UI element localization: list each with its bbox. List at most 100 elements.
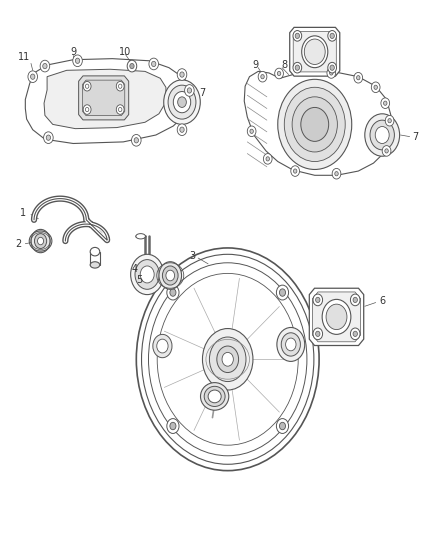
Circle shape	[371, 82, 380, 93]
Circle shape	[350, 294, 360, 306]
Circle shape	[31, 74, 35, 79]
Circle shape	[180, 127, 184, 132]
Circle shape	[277, 327, 305, 361]
Circle shape	[302, 36, 328, 68]
Polygon shape	[44, 69, 166, 128]
Ellipse shape	[90, 247, 100, 256]
Polygon shape	[82, 80, 125, 116]
Circle shape	[328, 30, 336, 41]
Circle shape	[164, 80, 200, 124]
Text: 6: 6	[380, 296, 386, 306]
Circle shape	[140, 266, 154, 283]
Circle shape	[385, 115, 394, 126]
Circle shape	[316, 331, 320, 336]
Circle shape	[316, 297, 320, 303]
Circle shape	[335, 172, 338, 176]
Circle shape	[281, 333, 300, 356]
Circle shape	[295, 65, 300, 70]
Circle shape	[136, 248, 319, 471]
Text: 5: 5	[137, 274, 143, 285]
Circle shape	[293, 62, 302, 73]
Text: 3: 3	[189, 251, 195, 261]
Circle shape	[354, 72, 363, 83]
Circle shape	[332, 168, 341, 179]
Circle shape	[127, 60, 137, 72]
Circle shape	[278, 79, 352, 169]
Circle shape	[385, 149, 389, 153]
Circle shape	[304, 39, 325, 64]
Circle shape	[177, 124, 187, 135]
Ellipse shape	[136, 233, 145, 239]
Circle shape	[250, 129, 253, 133]
Circle shape	[353, 331, 357, 336]
Circle shape	[276, 285, 289, 300]
Polygon shape	[244, 70, 391, 175]
Circle shape	[152, 61, 156, 67]
Circle shape	[295, 33, 300, 38]
Circle shape	[313, 294, 322, 306]
Circle shape	[118, 108, 122, 112]
Circle shape	[381, 98, 390, 109]
Circle shape	[322, 300, 351, 334]
Circle shape	[35, 233, 47, 248]
Circle shape	[301, 108, 328, 141]
Text: 11: 11	[18, 52, 30, 62]
Circle shape	[388, 118, 391, 123]
Circle shape	[275, 68, 283, 79]
Circle shape	[167, 285, 179, 300]
Circle shape	[330, 33, 334, 38]
Circle shape	[185, 85, 194, 96]
Circle shape	[178, 97, 186, 108]
Circle shape	[43, 63, 47, 69]
Circle shape	[28, 71, 38, 83]
Circle shape	[85, 84, 89, 88]
Circle shape	[277, 71, 281, 76]
Circle shape	[293, 169, 297, 173]
Circle shape	[168, 85, 196, 119]
Circle shape	[177, 69, 187, 80]
Circle shape	[40, 60, 49, 72]
Circle shape	[75, 58, 80, 63]
Circle shape	[130, 63, 134, 69]
Circle shape	[293, 30, 302, 41]
Circle shape	[118, 84, 122, 88]
Circle shape	[159, 262, 182, 289]
Circle shape	[73, 55, 82, 67]
Text: 10: 10	[119, 47, 131, 56]
Circle shape	[258, 71, 267, 82]
Circle shape	[263, 154, 272, 164]
Circle shape	[131, 254, 164, 295]
Polygon shape	[25, 59, 191, 143]
Circle shape	[187, 88, 191, 93]
Circle shape	[170, 422, 176, 430]
Ellipse shape	[90, 262, 100, 268]
Circle shape	[330, 65, 334, 70]
Circle shape	[350, 328, 360, 340]
Circle shape	[357, 76, 360, 80]
Polygon shape	[309, 288, 364, 345]
Circle shape	[116, 105, 124, 114]
Polygon shape	[312, 292, 360, 342]
Text: 9: 9	[70, 47, 76, 56]
Text: 7: 7	[199, 87, 205, 98]
Circle shape	[162, 266, 178, 285]
Circle shape	[370, 120, 394, 150]
Circle shape	[167, 418, 179, 433]
Circle shape	[365, 114, 399, 156]
Text: 2: 2	[15, 239, 21, 249]
Circle shape	[116, 82, 124, 91]
Circle shape	[279, 289, 286, 296]
Circle shape	[276, 418, 289, 433]
Circle shape	[134, 138, 138, 143]
Circle shape	[180, 72, 184, 77]
Circle shape	[384, 101, 387, 106]
Circle shape	[173, 92, 191, 113]
Circle shape	[313, 328, 322, 340]
Circle shape	[374, 85, 378, 90]
Circle shape	[382, 146, 391, 156]
Circle shape	[131, 134, 141, 146]
Ellipse shape	[208, 390, 221, 403]
Circle shape	[209, 337, 246, 382]
Circle shape	[266, 157, 269, 161]
Circle shape	[153, 334, 172, 358]
